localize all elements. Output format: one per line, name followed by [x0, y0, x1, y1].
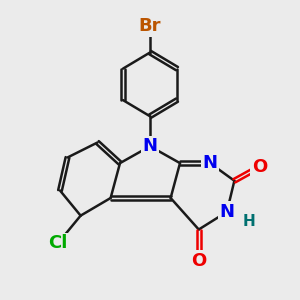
- Text: O: O: [191, 252, 206, 270]
- Text: N: N: [202, 154, 217, 172]
- Text: Cl: Cl: [48, 234, 68, 252]
- Text: Br: Br: [139, 17, 161, 35]
- Text: O: O: [252, 158, 267, 176]
- Text: H: H: [243, 214, 256, 229]
- Text: N: N: [219, 203, 234, 221]
- Text: N: N: [142, 137, 158, 155]
